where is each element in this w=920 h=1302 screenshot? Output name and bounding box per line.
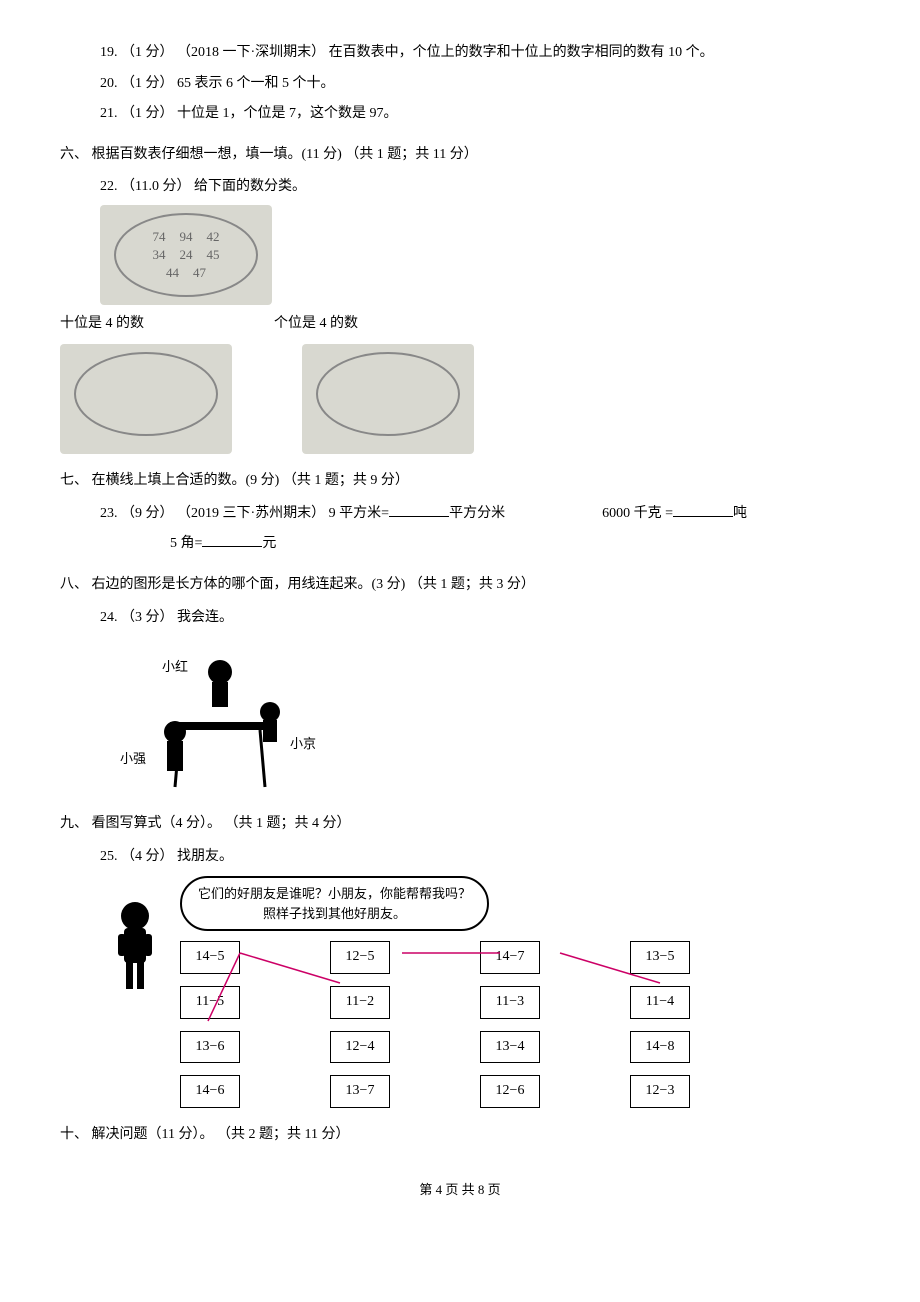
speech-line-1: 它们的好朋友是谁呢？小朋友，你能帮帮我吗？: [198, 884, 471, 904]
q-text: 找朋友。: [177, 849, 233, 864]
q-text: 在百数表中，个位上的数字和十位上的数字相同的数有 10 个。: [329, 45, 714, 60]
eq-cell: 11−2: [330, 986, 390, 1019]
grid-row-2: 11−5 11−2 11−3 11−4: [180, 986, 800, 1019]
blank-3[interactable]: [202, 546, 262, 547]
q-pts: （1 分）: [121, 45, 174, 60]
q-pts: （11.0 分）: [121, 179, 190, 194]
question-23-line2: 5 角= 元: [170, 531, 860, 558]
kid-label-c: 小京: [290, 732, 316, 757]
eq-cell: 14−8: [630, 1031, 690, 1064]
num-cell: 44: [166, 264, 179, 282]
eq-cell: 12−6: [480, 1075, 540, 1108]
q-text: 我会连。: [177, 610, 233, 625]
section-7-title: 七、 在横线上填上合适的数。(9 分) （共 1 题；共 9 分）: [60, 468, 860, 495]
q-pts: （4 分）: [121, 849, 174, 864]
eq-cell: 14−5: [180, 941, 240, 974]
eq-cell: 12−4: [330, 1031, 390, 1064]
num-cell: 47: [193, 264, 206, 282]
numbers-oval: 74 94 42 34 24 45 44 47: [114, 213, 258, 297]
equation-grid: 14−5 12−5 14−7 13−5 11−5 11−2 11−3 11−4 …: [180, 941, 800, 1107]
oval-right-bg: [302, 344, 474, 455]
question-25: 25. （4 分） 找朋友。: [100, 844, 860, 871]
oval-left: [74, 352, 218, 436]
section-6-title: 六、 根据百数表仔细想一想，填一填。(11 分) （共 1 题；共 11 分）: [60, 142, 860, 169]
eq-cell: 13−4: [480, 1031, 540, 1064]
q-text: 65 表示 6 个一和 5 个十。: [177, 76, 335, 91]
eq-cell: 13−7: [330, 1075, 390, 1108]
eq-cell: 12−5: [330, 941, 390, 974]
grid-row-3: 13−6 12−4 13−4 14−8: [180, 1031, 800, 1064]
kids-svg: [120, 637, 320, 797]
blank-1[interactable]: [389, 516, 449, 517]
num-cell: 42: [207, 228, 220, 246]
grid-row-4: 14−6 13−7 12−6 12−3: [180, 1075, 800, 1108]
page-footer: 第 4 页 共 8 页: [60, 1178, 860, 1203]
question-20: 20. （1 分） 65 表示 6 个一和 5 个十。: [100, 71, 860, 98]
q-src: （2019 三下·苏州期末）: [177, 506, 325, 521]
q-text: 给下面的数分类。: [194, 179, 306, 194]
num-cell: 34: [153, 246, 166, 264]
q-pts: （9 分）: [121, 506, 174, 521]
eq-cell: 14−7: [480, 941, 540, 974]
q23-p2a: 6000 千克 =: [602, 506, 673, 521]
num-cell: 94: [180, 228, 193, 246]
oval-labels: 十位是 4 的数 个位是 4 的数: [60, 311, 860, 338]
friends-scene: 它们的好朋友是谁呢？小朋友，你能帮帮我吗？ 照样子找到其他好朋友。 14−5 1…: [100, 876, 800, 1107]
section-9-title: 九、 看图写算式（4 分）。 （共 1 题；共 4 分）: [60, 811, 860, 838]
num-cell: 74: [153, 228, 166, 246]
eq-cell: 14−6: [180, 1075, 240, 1108]
num-cell: 24: [180, 246, 193, 264]
oval-left-bg: [60, 344, 232, 455]
kid-label-a: 小红: [162, 655, 188, 680]
q-num: 23.: [100, 506, 118, 521]
q-num: 22.: [100, 179, 118, 194]
question-23: 23. （9 分） （2019 三下·苏州期末） 9 平方米= 平方分米 6000…: [100, 501, 860, 528]
num-cell: 45: [207, 246, 220, 264]
q23-p3a: 5 角=: [170, 536, 202, 551]
q23-p2b: 吨: [733, 506, 747, 521]
eq-cell: 11−5: [180, 986, 240, 1019]
q-num: 25.: [100, 849, 118, 864]
question-24: 24. （3 分） 我会连。: [100, 605, 860, 632]
question-22: 22. （11.0 分） 给下面的数分类。: [100, 174, 860, 201]
speech-bubble: 它们的好朋友是谁呢？小朋友，你能帮帮我吗？ 照样子找到其他好朋友。: [180, 876, 489, 931]
num-row-2: 34 24 45: [153, 246, 220, 264]
q23-p3b: 元: [262, 536, 276, 551]
q-text: 十位是 1，个位是 7，这个数是 97。: [177, 106, 398, 121]
q-pts: （1 分）: [121, 106, 174, 121]
oval-label-left: 十位是 4 的数: [60, 311, 144, 338]
section-8-title: 八、 右边的图形是长方体的哪个面，用线连起来。(3 分) （共 1 题；共 3 …: [60, 572, 860, 599]
oval-right: [316, 352, 460, 436]
speech-line-2: 照样子找到其他好朋友。: [198, 904, 471, 924]
q23-p1a: 9 平方米=: [329, 506, 389, 521]
q-num: 20.: [100, 76, 118, 91]
eq-cell: 11−3: [480, 986, 540, 1019]
question-19: 19. （1 分） （2018 一下·深圳期末） 在百数表中，个位上的数字和十位…: [100, 40, 860, 67]
blank-2[interactable]: [673, 516, 733, 517]
eq-cell: 12−3: [630, 1075, 690, 1108]
section-10-title: 十、 解决问题（11 分）。 （共 2 题；共 11 分）: [60, 1122, 860, 1149]
numbers-oval-container: 74 94 42 34 24 45 44 47: [100, 205, 860, 305]
eq-cell: 11−4: [630, 986, 690, 1019]
kid-label-b: 小强: [120, 747, 146, 772]
kids-illustration: 小红 小强 小京: [120, 637, 320, 797]
grid-row-1: 14−5 12−5 14−7 13−5: [180, 941, 800, 974]
q-num: 19.: [100, 45, 118, 60]
eq-cell: 13−6: [180, 1031, 240, 1064]
num-row-1: 74 94 42: [153, 228, 220, 246]
q-pts: （3 分）: [121, 610, 174, 625]
question-21: 21. （1 分） 十位是 1，个位是 7，这个数是 97。: [100, 101, 860, 128]
q-num: 21.: [100, 106, 118, 121]
numbers-oval-bg: 74 94 42 34 24 45 44 47: [100, 205, 272, 305]
boy-icon: [100, 896, 170, 996]
empty-ovals: [60, 344, 860, 455]
eq-cell: 13−5: [630, 941, 690, 974]
oval-label-right: 个位是 4 的数: [274, 311, 358, 338]
q-src: （2018 一下·深圳期末）: [177, 45, 325, 60]
num-row-3: 44 47: [166, 264, 206, 282]
q-pts: （1 分）: [121, 76, 174, 91]
q23-p1b: 平方分米: [449, 506, 505, 521]
q-num: 24.: [100, 610, 118, 625]
